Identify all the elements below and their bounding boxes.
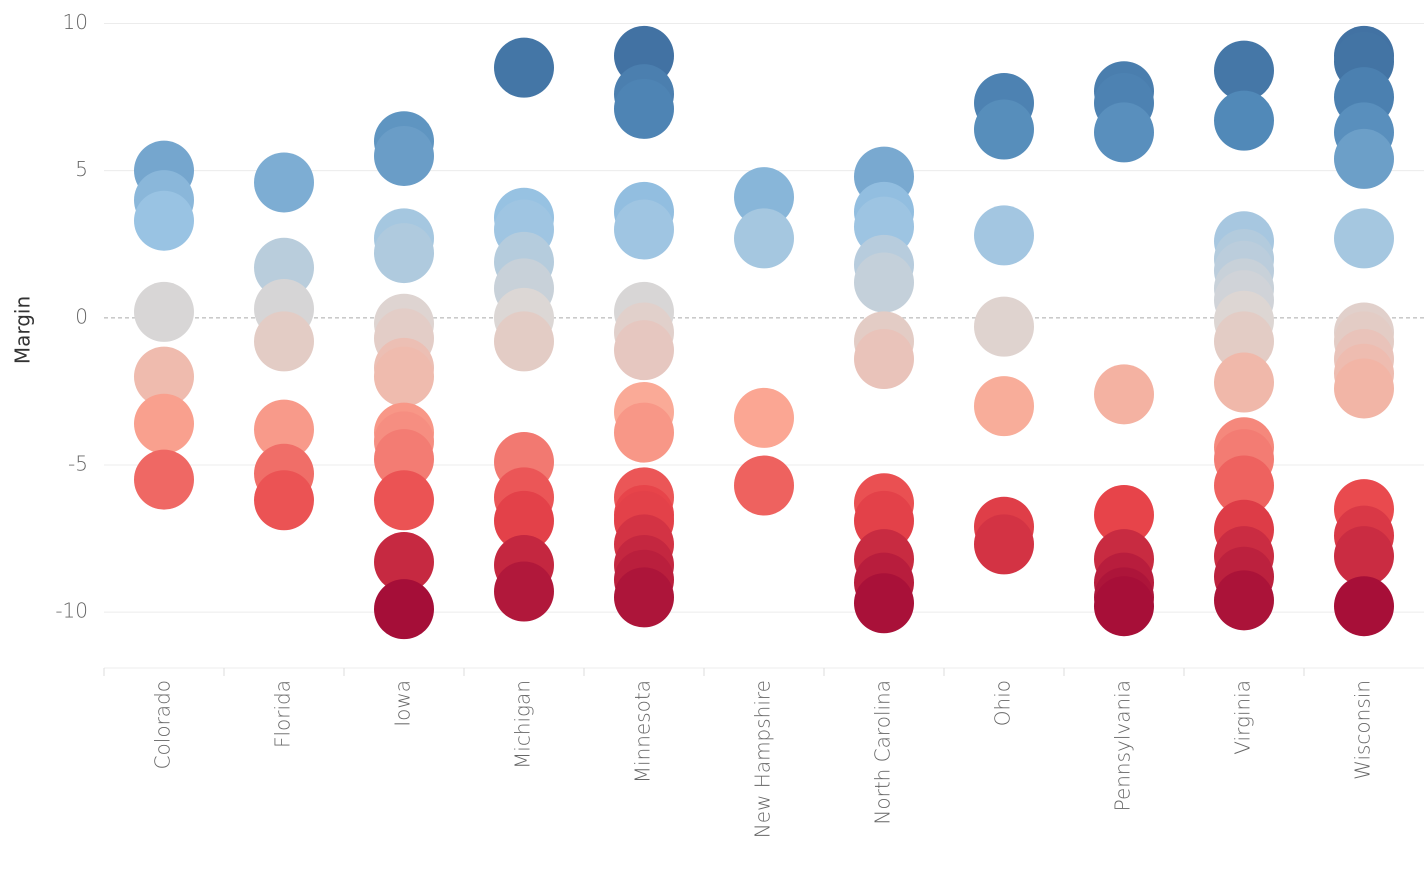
x-tick-label: New Hampshire [751,680,775,838]
dot [1094,576,1154,637]
dot [1214,455,1274,516]
dot [494,37,554,98]
dot [1094,484,1154,545]
dot [374,579,434,640]
x-tick-label: Florida [271,680,295,748]
dot [134,449,194,510]
dot [374,346,434,407]
dot [134,190,194,251]
dot [374,125,434,186]
dot [1214,570,1274,631]
dot [494,561,554,622]
x-tick-label: Ohio [991,680,1015,726]
dot [1214,311,1274,372]
dot [614,320,674,381]
x-tick-label: Wisconsin [1351,680,1375,780]
dot [854,329,914,390]
x-tick-label: Iowa [391,680,415,727]
dot [614,567,674,628]
dot [494,490,554,551]
dot [1094,364,1154,425]
dot [734,167,794,228]
dot [734,455,794,516]
dot [254,311,314,372]
dot [974,99,1034,160]
dot [1094,102,1154,163]
dot [1334,208,1394,269]
y-tick-label: 5 [75,157,88,181]
y-axis-title: Margin [11,296,35,364]
dot [734,387,794,448]
dot [254,152,314,213]
dot [374,532,434,593]
dot [614,78,674,139]
y-tick-label: 10 [63,10,88,34]
dot [1334,358,1394,419]
y-tick-label: -10 [55,599,88,623]
dot [854,573,914,634]
dot [254,470,314,531]
dot [1334,128,1394,189]
dot [134,281,194,342]
x-tick-label: Michigan [511,680,535,769]
dot [374,470,434,531]
x-tick-label: Pennsylvania [1111,680,1135,811]
dot [614,199,674,260]
dot [494,311,554,372]
dot [974,376,1034,437]
dot [974,296,1034,357]
x-tick-label: Colorado [151,680,175,769]
x-tick-label: Minnesota [631,680,655,783]
x-tick-label: North Carolina [871,680,895,825]
dot [614,402,674,463]
y-tick-label: -5 [68,451,88,475]
dot [1214,352,1274,413]
dot [374,223,434,284]
dot [974,514,1034,575]
dot [374,429,434,490]
dot [1334,576,1394,637]
dot [1214,40,1274,101]
dot [974,205,1034,266]
dot [854,252,914,313]
y-tick-label: 0 [75,304,88,328]
x-tick-label: Virginia [1231,680,1255,755]
dot [1214,90,1274,151]
dot [254,237,314,298]
dot [734,208,794,269]
dot [1334,526,1394,587]
dot [134,346,194,407]
dot [134,393,194,454]
dot [254,399,314,460]
